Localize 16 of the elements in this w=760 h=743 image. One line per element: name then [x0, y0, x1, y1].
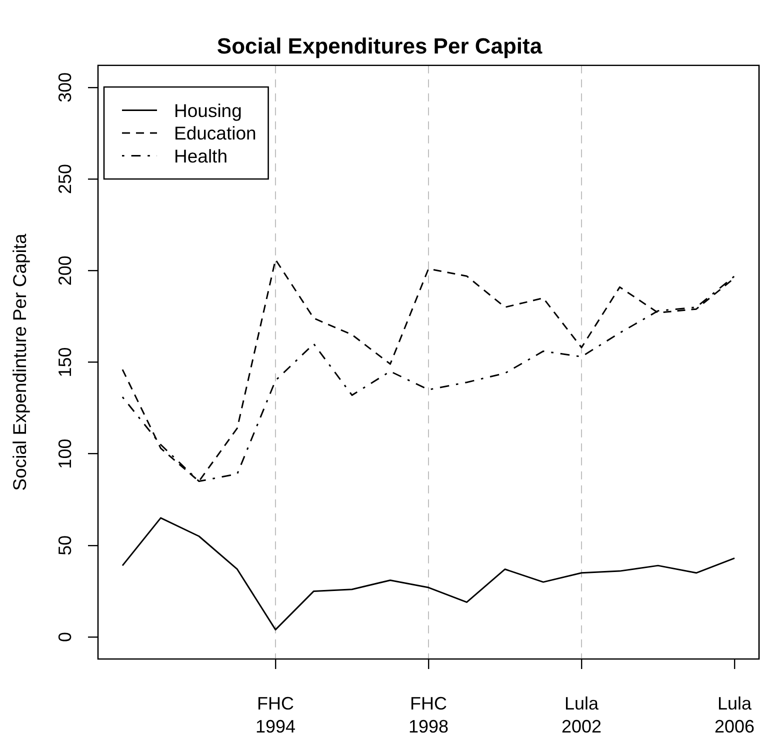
y-tick-label: 50	[55, 535, 75, 556]
x-tick-label: Lula 2002	[561, 693, 602, 737]
legend-label: Health	[174, 145, 228, 166]
x-tick-label: FHC 1998	[408, 693, 449, 737]
y-tick-label: 250	[55, 164, 75, 194]
legend-label: Education	[174, 122, 256, 144]
y-tick-label: 200	[55, 256, 75, 286]
y-tick-label: 0	[55, 632, 75, 642]
x-tick-label: FHC 1994	[255, 693, 296, 737]
y-tick-label: 300	[55, 72, 75, 102]
y-tick-label: 100	[55, 438, 75, 469]
chart-title: Social Expenditures Per Capita	[216, 33, 543, 58]
x-tick-label: Lula 2006	[714, 693, 755, 737]
legend-label: Housing	[174, 100, 242, 121]
y-tick-label: 150	[55, 347, 75, 378]
y-axis-title: Social Expendinture Per Capita	[9, 232, 30, 491]
